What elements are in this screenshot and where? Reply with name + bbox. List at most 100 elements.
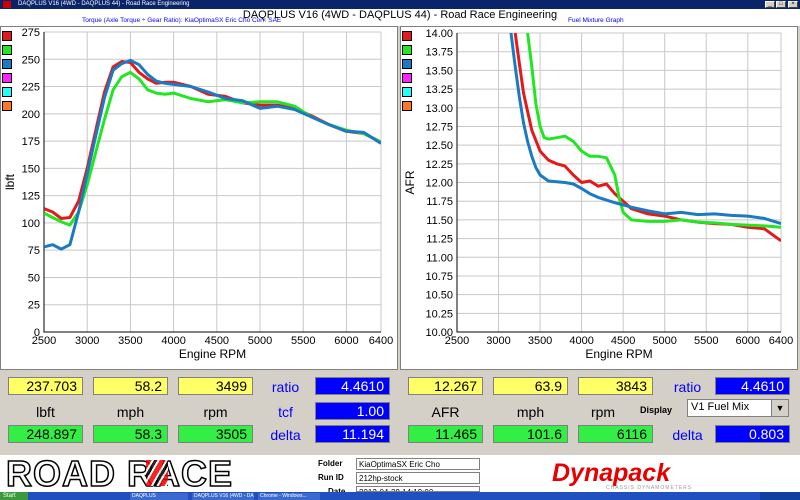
afr-mph-peak-value: 101.6 [493,425,568,443]
afr-x-tick-label: 5500 [694,335,718,347]
torque-y-tick-label: 200 [22,109,40,121]
run-color-box-green[interactable] [402,45,412,55]
mph-cursor-value: 58.2 [93,377,168,395]
torque-x-tick-label: 6400 [369,335,393,347]
torque-axes [43,32,381,333]
date-value: 2012-04-29 14:19:00 [356,486,480,492]
run-color-box-blue[interactable] [2,59,12,69]
chevron-down-icon[interactable]: ▼ [771,400,788,416]
afr-label: AFR [431,404,460,420]
display-select-value: V1 Fuel Mix [691,401,750,413]
ratio-label: ratio [271,379,300,395]
minimize-icon[interactable]: _ [765,1,775,8]
main-header: DAQPLUS V16 (4WD - DAQPLUS 44) - Road Ra… [0,9,800,26]
afr-chart: 2500 3000 3500 4000 4500 5000 5500 6000 6400 10.0… [403,28,793,361]
afr-ratio-value[interactable]: 4.4610 [715,377,790,395]
run-color-box-orange[interactable] [402,101,412,111]
torque-graph-panel [0,26,398,370]
torque-y-axis-label: lbft [3,173,17,190]
afr-rpm-label: rpm [590,404,616,420]
torque-y-tick-label: 0 [34,327,40,339]
display-select[interactable]: V1 Fuel Mix ▼ [687,399,789,417]
torque-y-tick-label: 250 [22,54,40,66]
dynapack-logo: Dynapack [552,459,671,487]
afr-y-tick-label: 12.75 [425,121,453,133]
close-icon[interactable]: × [788,1,798,8]
afr-y-tick-label: 13.50 [425,65,453,77]
afr-rpm-peak-value: 6116 [578,425,653,443]
afr-y-tick-label: 11.50 [426,215,453,227]
road-race-logo: ROAD RACE [5,453,234,494]
afr-y-tick-label: 13.00 [425,103,453,115]
torque-y-tick-label: 25 [28,300,40,312]
afr-y-tick-label: 10.50 [425,290,453,302]
left-graph-subtitle: Torque (Axle Torque ÷ Gear Ratio): KiaOp… [82,17,282,24]
afr-delta-label: delta [672,427,703,443]
window-title: DAQPLUS V16 (4WD - DAQPLUS 44) - Road Ra… [18,1,190,7]
start-button[interactable]: Start [0,492,28,500]
app-icon [3,1,11,8]
afr-y-tick-label: 12.25 [425,159,453,171]
mph-peak-value: 58.3 [93,425,168,443]
afr-ratio-label: ratio [673,379,702,395]
taskbar-item-daqplus[interactable]: DAQPLUS [130,493,188,500]
taskbar-item-daqplus-window[interactable]: DAQPLUS V16 (4WD - DAQPLUS 44) [192,493,254,500]
rpm-cursor-value: 3499 [178,377,253,395]
afr-x-tick-label: 3000 [486,335,510,347]
torque-cursor-value: 237.703 [8,377,83,395]
torque-y-tick-label: 100 [22,218,40,230]
afr-x-tick-label: 6000 [736,335,760,347]
system-tray [760,492,800,500]
torque-x-tick-label: 4000 [161,335,185,347]
afr-y-tick-label: 10.25 [425,308,453,320]
run-color-box-magenta[interactable] [402,73,412,83]
run-color-box-cyan[interactable] [402,87,412,97]
afr-mph-cursor-value: 63.9 [493,377,568,395]
afr-y-tick-label: 14.00 [425,28,453,40]
run-color-box-blue[interactable] [402,59,412,69]
run-color-box-magenta[interactable] [2,73,12,83]
afr-x-tick-label: 5000 [652,335,676,347]
window-title-bar[interactable]: DAQPLUS V16 (4WD - DAQPLUS 44) - Road Ra… [0,0,800,9]
torque-y-tick-label: 150 [22,163,40,175]
run-color-box-cyan[interactable] [2,87,12,97]
torque-y-tick-label: 125 [22,191,40,203]
tcf-label: tcf [278,404,293,420]
torque-y-tick-label: 175 [22,136,40,148]
torque-x-tick-label: 4500 [205,335,229,347]
afr-rpm-cursor-value: 3843 [578,377,653,395]
afr-y-tick-label: 11.75 [426,196,453,208]
afr-y-tick-label: 13.25 [425,84,453,96]
delta-value[interactable]: 11.194 [315,425,390,443]
display-label: Display [640,405,673,415]
afr-x-axis-label: Engine RPM [585,347,652,361]
tcf-value[interactable]: 1.00 [315,402,390,420]
afr-x-tick-label: 6400 [769,335,793,347]
afr-series-blue [509,33,781,226]
taskbar-item-chrome[interactable]: Chrome - Windows... [258,493,320,500]
afr-cursor-value: 12.267 [408,377,483,395]
ratio-value[interactable]: 4.4610 [315,377,390,395]
delta-label: delta [270,427,301,443]
run-color-box-orange[interactable] [2,101,12,111]
dynapack-tagline: CHASSIS DYNAMOMETERS [606,485,693,491]
torque-y-tick-label: 225 [22,82,40,94]
run-color-box-red[interactable] [402,31,412,41]
torque-x-tick-label: 5500 [291,335,315,347]
afr-series-green [526,33,781,229]
afr-delta-value[interactable]: 0.803 [715,425,790,443]
afr-x-tick-label: 3500 [528,335,552,347]
run-color-box-green[interactable] [2,45,12,55]
afr-x-tick-label: 4500 [611,335,635,347]
torque-chart: 2500 3000 3500 4000 4500 5000 5500 6000 6400 0 25 5… [3,27,393,361]
afr-axes [456,33,781,333]
runid-value: 212hp-stock [356,472,480,484]
afr-y-tick-label: 11.00 [426,252,453,264]
torque-x-tick-label: 3500 [118,335,142,347]
maximize-icon[interactable]: □ [776,1,786,8]
torque-peak-value: 248.897 [8,425,83,443]
torque-series-blue [44,58,381,251]
mph-label: mph [116,404,145,420]
page-title: DAQPLUS V16 (4WD - DAQPLUS 44) - Road Ra… [242,9,558,21]
run-color-box-red[interactable] [2,31,12,41]
